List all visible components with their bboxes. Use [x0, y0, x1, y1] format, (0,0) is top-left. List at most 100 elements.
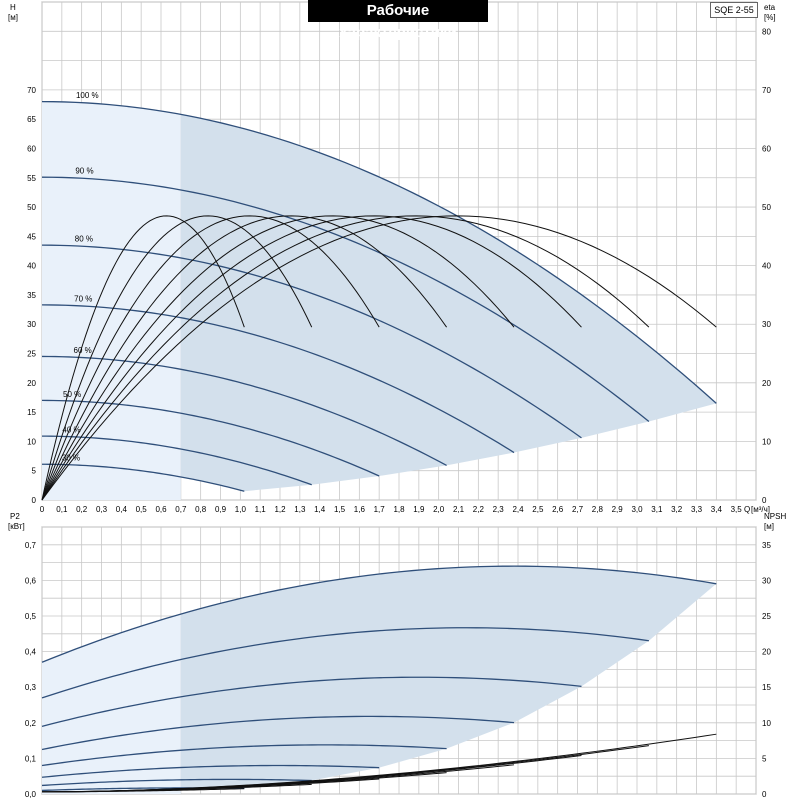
npsh-y-tick-label: 35	[762, 541, 771, 550]
head-curve	[41, 355, 447, 467]
eta-y-tick-label: 40	[762, 262, 771, 271]
eta-y-axis-unit: [%]	[764, 13, 776, 22]
head-x-tick-label: 2,6	[552, 505, 564, 514]
eta-y-tick-label: 80	[762, 27, 771, 36]
head-x-tick-label: 0	[40, 505, 45, 514]
eta-y-tick-label: 30	[762, 320, 771, 329]
efficiency-curve	[41, 215, 380, 501]
model-label: SQE 2-55	[710, 2, 758, 18]
npsh-y-tick-label: 5	[762, 754, 767, 763]
head-y-tick-label: 55	[27, 174, 36, 183]
eta-y-tick-label: 60	[762, 144, 771, 153]
head-curve-label: 70 %	[74, 294, 92, 303]
eta-y-tick-label: 10	[762, 437, 771, 446]
head-y-tick-label: 40	[27, 262, 36, 271]
head-x-tick-label: 1,4	[314, 505, 326, 514]
head-x-tick-label: 2,3	[493, 505, 505, 514]
head-x-tick-label: 0,6	[155, 505, 167, 514]
head-curve	[41, 399, 380, 477]
head-x-tick-label: 3,2	[671, 505, 683, 514]
efficiency-curve	[41, 215, 515, 501]
chart-title: Рабочие характеристики	[308, 0, 488, 41]
head-x-tick-label: 1,2	[274, 505, 286, 514]
power-y-tick-label: 0,4	[25, 648, 37, 657]
power-curve	[41, 744, 447, 767]
head-x-tick-label: 1,3	[294, 505, 306, 514]
power-y-tick-label: 0,0	[25, 790, 37, 799]
head-y-tick-label: 5	[32, 467, 37, 476]
power-curve	[41, 764, 380, 778]
power-curve	[41, 565, 717, 663]
power-y-axis-label: P2	[10, 512, 20, 521]
power-y-tick-label: 0,2	[25, 719, 37, 728]
head-low-flow-region	[42, 101, 181, 500]
head-operating-region	[180, 114, 717, 492]
eta-y-tick-label: 20	[762, 379, 771, 388]
power-y-axis-unit: [кВт]	[8, 522, 25, 531]
head-y-tick-label: 25	[27, 350, 36, 359]
head-x-tick-label: 0,1	[56, 505, 68, 514]
head-x-tick-label: 0,3	[96, 505, 108, 514]
head-x-tick-label: 1,8	[393, 505, 405, 514]
power-y-tick-label: 0,3	[25, 683, 37, 692]
head-y-tick-label: 10	[27, 437, 36, 446]
efficiency-curve	[41, 215, 717, 501]
head-y-tick-label: 15	[27, 408, 36, 417]
head-y-axis-unit: [м]	[8, 13, 18, 22]
head-x-tick-label: 3,0	[631, 505, 643, 514]
head-curve	[41, 304, 515, 454]
head-y-tick-label: 30	[27, 320, 36, 329]
head-x-tick-label: 2,4	[512, 505, 524, 514]
head-y-tick-label: 65	[27, 115, 36, 124]
eta-y-tick-label: 0	[762, 496, 767, 505]
head-x-tick-label: 2,8	[592, 505, 604, 514]
head-x-tick-label: 1,5	[334, 505, 346, 514]
head-curve-label: 100 %	[76, 91, 99, 100]
npsh-y-tick-label: 15	[762, 683, 771, 692]
head-y-tick-label: 45	[27, 232, 36, 241]
power-y-tick-label: 0,7	[25, 541, 37, 550]
head-x-tick-label: 3,3	[691, 505, 703, 514]
head-x-tick-label: 3,5	[731, 505, 743, 514]
npsh-y-axis-label: NPSH	[764, 512, 786, 521]
npsh-y-tick-label: 10	[762, 719, 771, 728]
npsh-y-tick-label: 20	[762, 648, 771, 657]
power-y-tick-label: 0,1	[25, 754, 37, 763]
npsh-y-axis-unit: [м]	[764, 522, 774, 531]
head-curve	[41, 244, 582, 439]
eta-y-axis-label: eta	[764, 3, 776, 12]
head-y-tick-label: 70	[27, 86, 36, 95]
head-y-tick-label: 50	[27, 203, 36, 212]
efficiency-curve	[41, 215, 245, 501]
head-curve	[41, 463, 245, 492]
head-x-tick-label: 0,2	[76, 505, 88, 514]
head-curve-label: 50 %	[63, 390, 81, 399]
head-x-tick-label: 2,2	[473, 505, 485, 514]
head-y-tick-label: 0	[32, 496, 37, 505]
head-x-tick-label: 2,7	[572, 505, 584, 514]
head-x-tick-label: 2,0	[433, 505, 445, 514]
head-x-axis-label: Q	[744, 505, 750, 514]
power-curve	[41, 676, 582, 727]
head-y-tick-label: 35	[27, 291, 36, 300]
head-x-tick-label: 2,9	[612, 505, 624, 514]
head-x-tick-label: 1,1	[255, 505, 267, 514]
power-chart: 0,0 0,1 0,2 0,3 0,4 0,5 0,6 0,7 0 5 10 15 20 25 30 35 P2…	[8, 512, 786, 799]
head-curve-label: 60 %	[74, 346, 92, 355]
head-x-tick-label: 1,0	[235, 505, 247, 514]
npsh-y-tick-label: 25	[762, 612, 771, 621]
head-x-tick-label: 1,9	[413, 505, 425, 514]
power-low-flow-region	[42, 614, 181, 794]
head-x-tick-label: 1,7	[374, 505, 386, 514]
head-x-tick-label: 0,5	[136, 505, 148, 514]
head-x-tick-label: 0,7	[175, 505, 187, 514]
efficiency-curve	[41, 215, 313, 501]
head-x-axis-unit: [м³/ч]	[751, 505, 770, 514]
power-curve	[41, 627, 649, 699]
head-y-axis-label: H	[10, 3, 16, 12]
eta-y-tick-label: 50	[762, 203, 771, 212]
power-y-tick-label: 0,5	[25, 612, 37, 621]
head-x-tick-label: 0,8	[195, 505, 207, 514]
head-x-tick-label: 2,5	[532, 505, 544, 514]
